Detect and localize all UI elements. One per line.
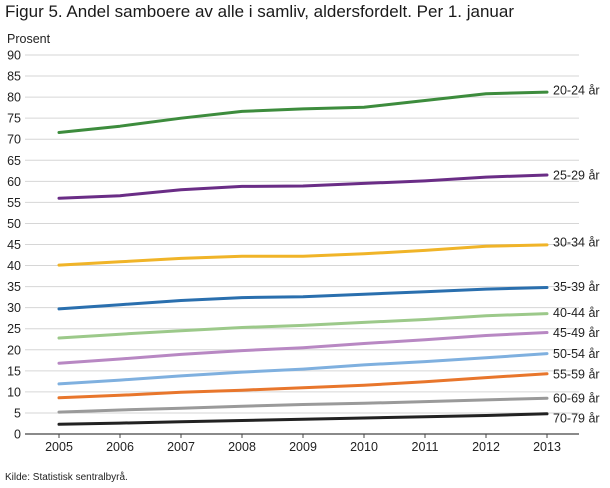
chart-title: Figur 5. Andel samboere av alle i samliv… bbox=[5, 2, 514, 21]
series-label: 30-34 år bbox=[553, 235, 600, 249]
series-lines bbox=[57, 90, 549, 426]
gridlines bbox=[25, 54, 579, 435]
y-tick-label: 55 bbox=[7, 196, 21, 210]
y-axis-label: Prosent bbox=[7, 32, 51, 46]
series-line-25-29-år bbox=[57, 173, 549, 200]
series-label: 40-44 år bbox=[553, 306, 600, 320]
x-tick-label: 2013 bbox=[533, 440, 561, 454]
x-tick-label: 2007 bbox=[167, 440, 195, 454]
x-tick-label: 2009 bbox=[289, 440, 317, 454]
y-tick-label: 75 bbox=[7, 112, 21, 126]
series-label: 35-39 år bbox=[553, 280, 600, 294]
x-tick-label: 2011 bbox=[412, 440, 439, 454]
y-tick-labels: 0 5 10 15 20 25 30 35 40 45 50 55 60 65 70 75 80 85 90 bbox=[7, 49, 21, 442]
series-line-55-59-år bbox=[57, 372, 549, 400]
y-tick-label: 45 bbox=[7, 238, 21, 252]
y-tick-label: 0 bbox=[14, 428, 21, 442]
y-tick-label: 40 bbox=[7, 259, 21, 273]
series-label: 55-59 år bbox=[553, 367, 600, 381]
y-tick-label: 50 bbox=[7, 217, 21, 231]
series-label: 50-54 år bbox=[553, 347, 600, 361]
series-line-70-79-år bbox=[57, 412, 549, 426]
x-tick-label: 2008 bbox=[228, 440, 256, 454]
series-line-50-54-år bbox=[57, 352, 549, 386]
x-tick-label: 2006 bbox=[106, 440, 134, 454]
series-line-30-34-år bbox=[57, 243, 549, 267]
series-label: 45-49 år bbox=[553, 326, 600, 340]
y-tick-label: 70 bbox=[7, 133, 21, 147]
x-tick-label: 2005 bbox=[45, 440, 73, 454]
series-line-20-24-år bbox=[57, 90, 549, 134]
series-label: 60-69 år bbox=[553, 392, 600, 406]
y-tick-label: 60 bbox=[7, 175, 21, 189]
series-line-60-69-år bbox=[57, 396, 549, 414]
y-tick-label: 25 bbox=[7, 322, 21, 336]
y-tick-label: 20 bbox=[7, 343, 21, 357]
series-labels: 20-24 år 25-29 år 30-34 år 35-39 år 40-44 år… bbox=[553, 84, 600, 426]
series-label: 20-24 år bbox=[553, 84, 600, 98]
y-tick-label: 85 bbox=[7, 70, 21, 84]
series-line-40-44-år bbox=[57, 312, 549, 340]
x-tick-labels: 2005 2006 2007 2008 2009 2010 2011 2012 2013 bbox=[45, 434, 561, 454]
y-tick-label: 5 bbox=[14, 406, 21, 420]
series-label: 25-29 år bbox=[553, 169, 600, 183]
y-tick-label: 65 bbox=[7, 154, 21, 168]
series-line-35-39-år bbox=[57, 286, 549, 311]
y-tick-label: 35 bbox=[7, 280, 21, 294]
x-tick-label: 2012 bbox=[472, 440, 500, 454]
source-note: Kilde: Statistisk sentralbyrå. bbox=[5, 472, 128, 483]
series-label: 70-79 år bbox=[553, 411, 600, 425]
y-tick-label: 80 bbox=[7, 91, 21, 105]
x-tick-label: 2010 bbox=[350, 440, 378, 454]
y-tick-label: 30 bbox=[7, 301, 21, 315]
y-tick-label: 10 bbox=[7, 385, 21, 399]
y-tick-label: 90 bbox=[7, 49, 21, 63]
series-line-45-49-år bbox=[57, 331, 549, 365]
y-tick-label: 15 bbox=[7, 364, 21, 378]
